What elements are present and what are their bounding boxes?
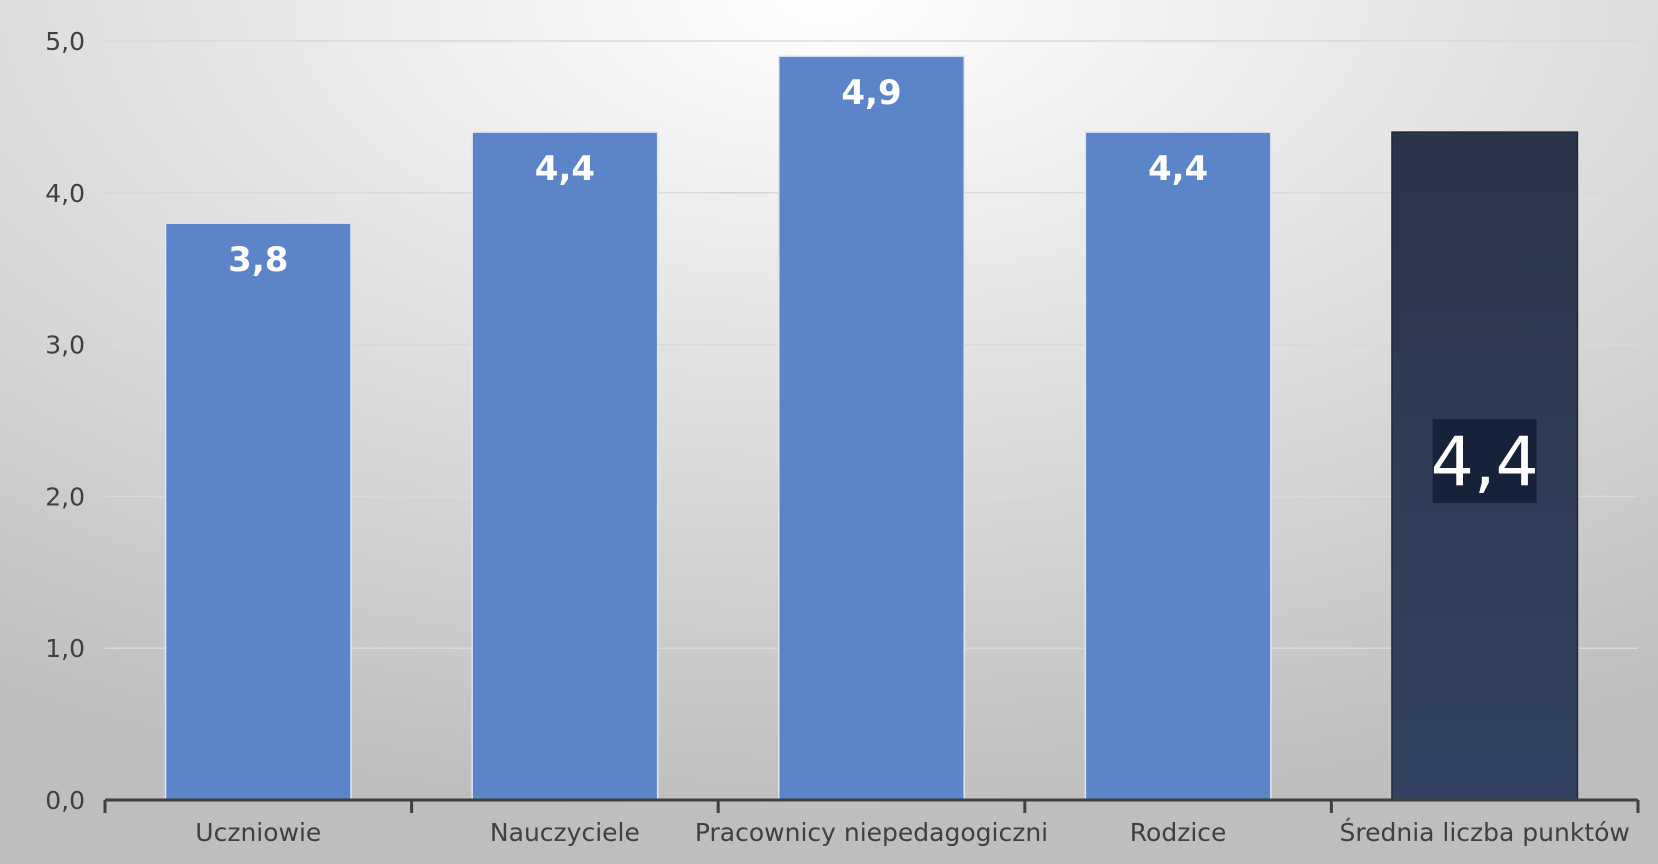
y-tick-label: 1,0 xyxy=(45,634,85,663)
y-tick-label: 4,0 xyxy=(45,179,85,208)
x-tick-label: Średnia liczba punktów xyxy=(1340,817,1630,847)
data-label: 4,4 xyxy=(1431,423,1539,502)
bar-2 xyxy=(778,55,965,801)
x-tick-label: Pracownicy niepedagogiczni xyxy=(695,818,1048,847)
data-labels: 3,8 4,4 4,9 4,4 4,4 xyxy=(228,73,1539,504)
x-tick-label: Rodzice xyxy=(1130,818,1227,847)
y-tick-label: 2,0 xyxy=(45,482,85,511)
data-label: 4,9 xyxy=(841,73,901,113)
x-tick-label: Uczniowie xyxy=(195,818,321,847)
bar-1 xyxy=(471,131,659,801)
x-axis xyxy=(103,798,1640,813)
y-tick-label: 5,0 xyxy=(45,27,85,56)
data-label: 4,4 xyxy=(535,149,595,189)
y-axis-ticks: 0,0 1,0 2,0 3,0 4,0 5,0 xyxy=(45,27,85,815)
data-label-background xyxy=(1432,419,1537,504)
x-axis-labels: Uczniowie Nauczyciele Pracownicy niepedago… xyxy=(195,817,1630,847)
bar-3 xyxy=(1084,131,1272,801)
x-tick-label: Nauczyciele xyxy=(490,818,640,847)
data-label: 3,8 xyxy=(228,240,288,280)
bar-0 xyxy=(164,222,352,801)
y-tick-label: 0,0 xyxy=(45,786,85,815)
data-label: 4,4 xyxy=(1148,149,1208,189)
y-tick-label: 3,0 xyxy=(45,331,85,360)
